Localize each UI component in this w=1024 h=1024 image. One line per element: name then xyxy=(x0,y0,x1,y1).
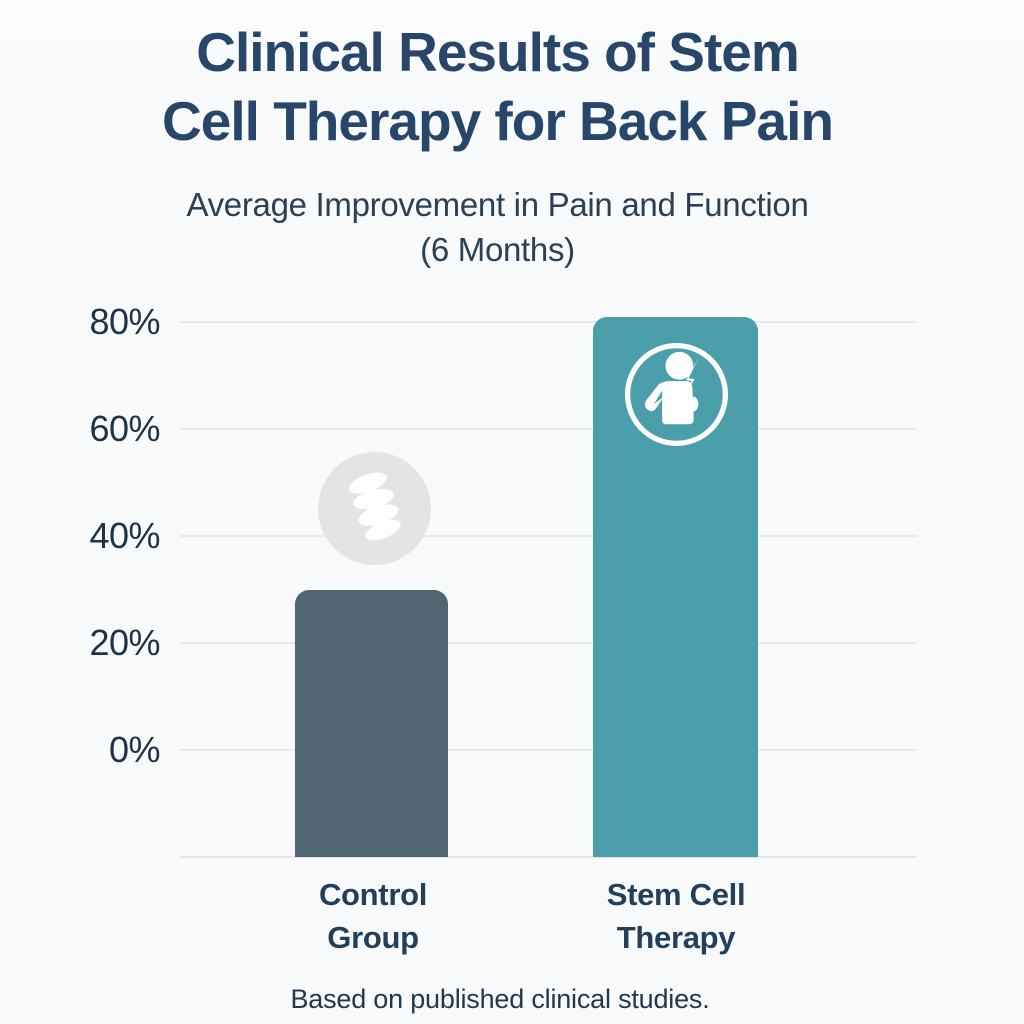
chart-subtitle-line-2: (6 Months) xyxy=(420,231,575,269)
icon-ring xyxy=(624,342,729,447)
y-axis-tick-label: 80% xyxy=(89,301,160,342)
category-label-control-group: Control Group xyxy=(318,877,428,955)
chart-subtitle: Average Improvement in Pain and Function… xyxy=(30,182,965,272)
y-axis-tick-label: 20% xyxy=(89,622,160,663)
person-back-pain-relief-icon xyxy=(619,337,734,452)
bar-control-group xyxy=(295,589,448,857)
gridline xyxy=(180,321,917,323)
gridline xyxy=(180,642,917,644)
gridline xyxy=(180,749,917,751)
gridline xyxy=(180,428,917,430)
y-axis-tick-label: 40% xyxy=(89,515,160,556)
chart-subtitle-line-1: Average Improvement in Pain and Function xyxy=(186,186,809,223)
source-note: Based on published clinical studies. xyxy=(290,984,710,1014)
person-icon-glyph xyxy=(624,342,729,447)
chart-title-line-2: Cell Therapy for Back Pain xyxy=(162,89,834,152)
chart-baseline xyxy=(180,856,917,858)
category-label-stem-cell-therapy: Stem Cell Therapy xyxy=(606,877,746,955)
y-axis-tick-label: 0% xyxy=(108,729,161,770)
gridline xyxy=(180,535,917,537)
chart-title: Clinical Results of Stem Cell Therapy fo… xyxy=(30,18,965,156)
chart-title-line-1: Clinical Results of Stem xyxy=(196,21,800,83)
spine-icon xyxy=(318,452,431,565)
spine-icon-glyph xyxy=(349,472,401,541)
y-axis-tick-label: 60% xyxy=(89,408,160,449)
